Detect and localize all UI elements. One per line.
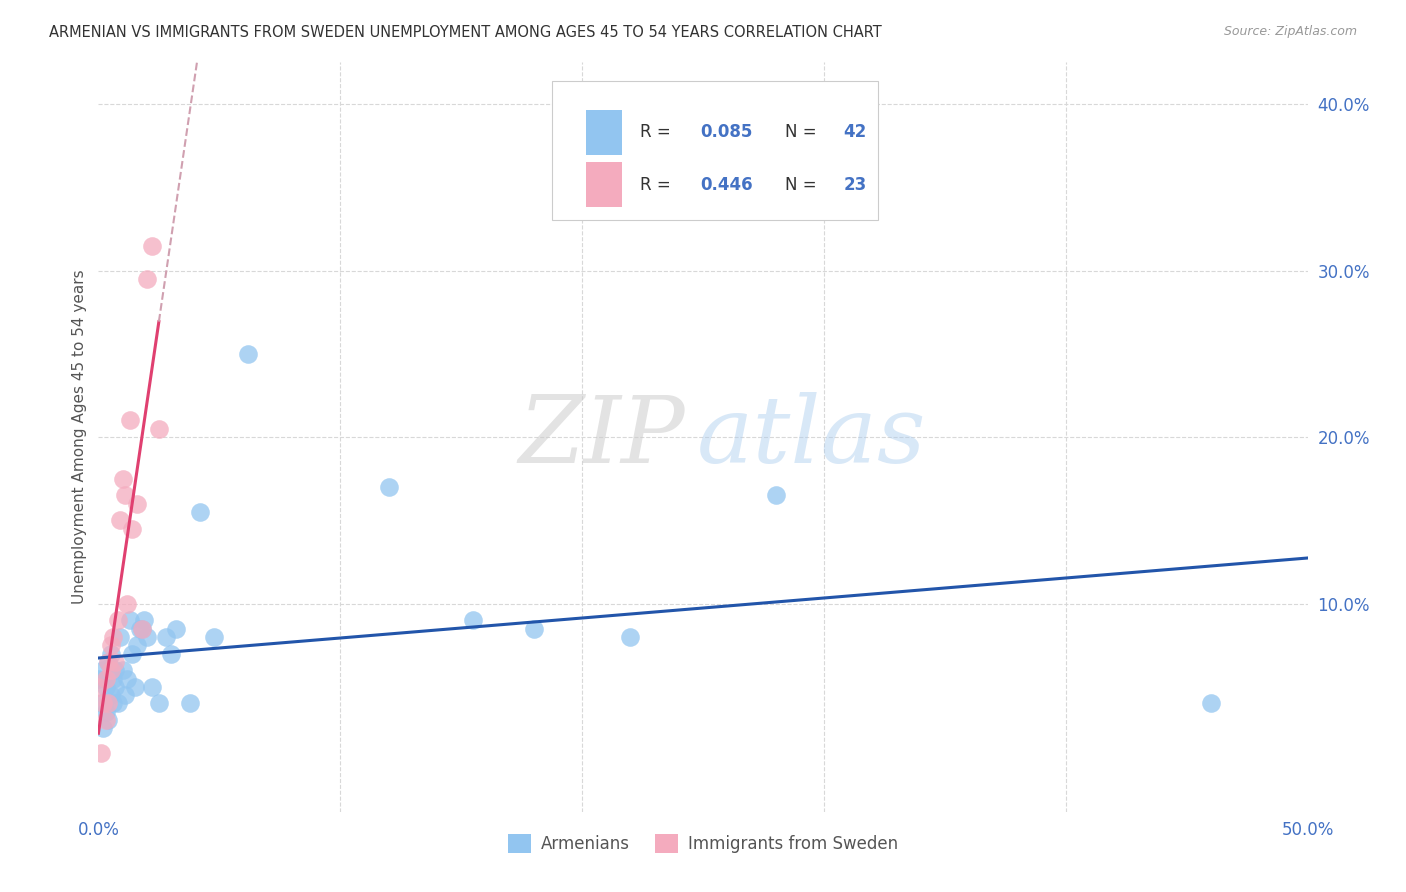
Text: ZIP: ZIP (519, 392, 685, 482)
Point (91, 663, 114, 677)
Point (100, 663, 122, 677)
FancyBboxPatch shape (586, 110, 621, 154)
Point (118, 613, 141, 627)
Point (238, 347, 260, 361)
Text: N =: N = (785, 123, 823, 141)
Text: Source: ZipAtlas.com: Source: ZipAtlas.com (1223, 25, 1357, 38)
Point (94, 705, 117, 719)
Point (100, 688, 122, 702)
Y-axis label: Unemployment Among Ages 45 to 54 years: Unemployment Among Ages 45 to 54 years (72, 269, 87, 605)
Legend: Armenians, Immigrants from Sweden: Armenians, Immigrants from Sweden (501, 827, 905, 860)
Text: 23: 23 (844, 176, 866, 194)
Point (97, 713, 120, 727)
Point (111, 663, 134, 677)
Point (148, 422, 170, 436)
Point (765, 488, 787, 502)
Point (114, 488, 136, 502)
Point (97, 655, 120, 669)
Text: ARMENIAN VS IMMIGRANTS FROM SWEDEN UNEMPLOYMENT AMONG AGES 45 TO 54 YEARS CORREL: ARMENIAN VS IMMIGRANTS FROM SWEDEN UNEMP… (49, 25, 882, 40)
Point (100, 638, 122, 652)
Point (90, 697, 112, 711)
Point (107, 697, 129, 711)
Point (135, 630, 157, 644)
Point (97, 697, 120, 711)
Point (141, 238, 163, 252)
Point (160, 647, 183, 661)
Point (91, 722, 114, 736)
Text: 0.446: 0.446 (700, 176, 754, 194)
Point (118, 413, 141, 427)
Point (108, 513, 131, 527)
Point (114, 688, 136, 702)
Point (188, 505, 211, 519)
Text: R =: R = (640, 176, 676, 194)
Point (1199, 697, 1222, 711)
Point (619, 630, 641, 644)
Point (104, 655, 127, 669)
Point (117, 672, 139, 686)
Text: atlas: atlas (697, 392, 927, 482)
Point (204, 630, 226, 644)
Point (104, 680, 127, 694)
Text: 0.085: 0.085 (700, 123, 754, 141)
Text: N =: N = (785, 176, 823, 194)
Point (523, 622, 546, 636)
Point (107, 613, 129, 627)
Text: 42: 42 (844, 123, 866, 141)
Point (104, 663, 127, 677)
Point (148, 697, 170, 711)
Point (97, 655, 120, 669)
Point (127, 497, 149, 511)
Point (94, 713, 117, 727)
Point (131, 622, 153, 636)
Point (94, 672, 117, 686)
Point (101, 630, 124, 644)
Point (463, 613, 485, 627)
Point (121, 647, 143, 661)
FancyBboxPatch shape (551, 81, 879, 219)
Point (91, 697, 114, 711)
Point (124, 680, 146, 694)
Point (87, 680, 110, 694)
Point (134, 613, 156, 627)
Point (108, 630, 131, 644)
Point (87, 672, 110, 686)
Point (377, 480, 399, 494)
FancyBboxPatch shape (586, 162, 621, 207)
Point (165, 622, 187, 636)
Point (101, 697, 124, 711)
Point (90, 747, 112, 761)
Point (179, 697, 201, 711)
Point (127, 638, 149, 652)
Point (128, 622, 150, 636)
Point (121, 522, 143, 536)
Point (100, 647, 122, 661)
Text: R =: R = (640, 123, 676, 141)
Point (131, 622, 153, 636)
Point (117, 597, 139, 611)
Point (101, 672, 124, 686)
Point (94, 680, 117, 694)
Point (141, 680, 163, 694)
Point (155, 630, 177, 644)
Point (111, 472, 134, 486)
Point (135, 272, 157, 286)
